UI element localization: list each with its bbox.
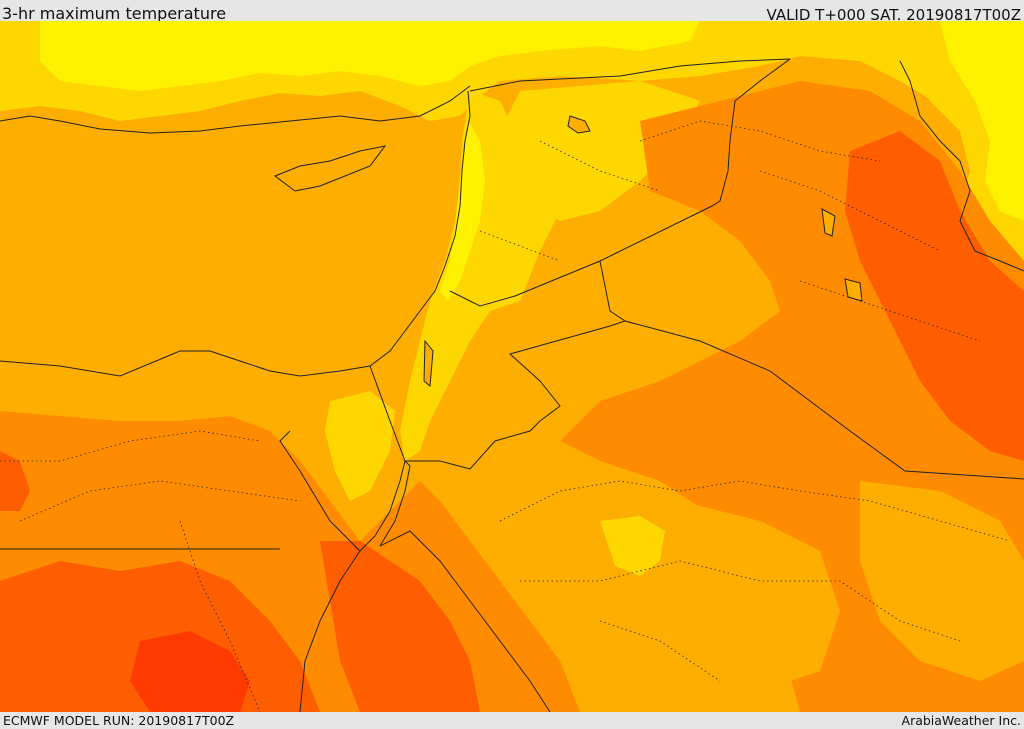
saudi-orange-patch	[520, 491, 840, 691]
credit-label: ArabiaWeather Inc.	[901, 713, 1021, 728]
coastlines	[0, 60, 1024, 712]
iraq-hot-zone	[845, 131, 1024, 461]
header-bar: 3-hr maximum temperature VALID T+000 SAT…	[0, 0, 1024, 24]
lakes	[423, 115, 863, 387]
levant-yellow-strip	[400, 91, 560, 461]
map-title: 3-hr maximum temperature	[2, 4, 227, 23]
levant-light-strip	[440, 121, 485, 301]
egypt-red-core	[130, 631, 250, 712]
sinai-yellow	[325, 391, 395, 501]
redsea-hot-zone	[320, 541, 480, 712]
saudi-east-orange	[860, 481, 1024, 681]
temperature-map[interactable]	[0, 21, 1024, 712]
province-borders	[0, 120, 1011, 712]
footer-bar: ECMWF MODEL RUN: 20190817T00Z ArabiaWeat…	[0, 712, 1024, 729]
model-run-label: ECMWF MODEL RUN: 20190817T00Z	[3, 713, 235, 728]
turkey-cool-band	[40, 21, 700, 91]
syria-yellow	[505, 81, 700, 221]
valid-time: VALID T+000 SAT. 20190817T00Z	[766, 6, 1021, 24]
west-edge-hot	[0, 451, 30, 511]
northeast-light	[940, 21, 1024, 221]
map-canvas	[0, 21, 1024, 712]
country-borders	[0, 58, 1024, 550]
jordan-yellow	[600, 516, 665, 576]
